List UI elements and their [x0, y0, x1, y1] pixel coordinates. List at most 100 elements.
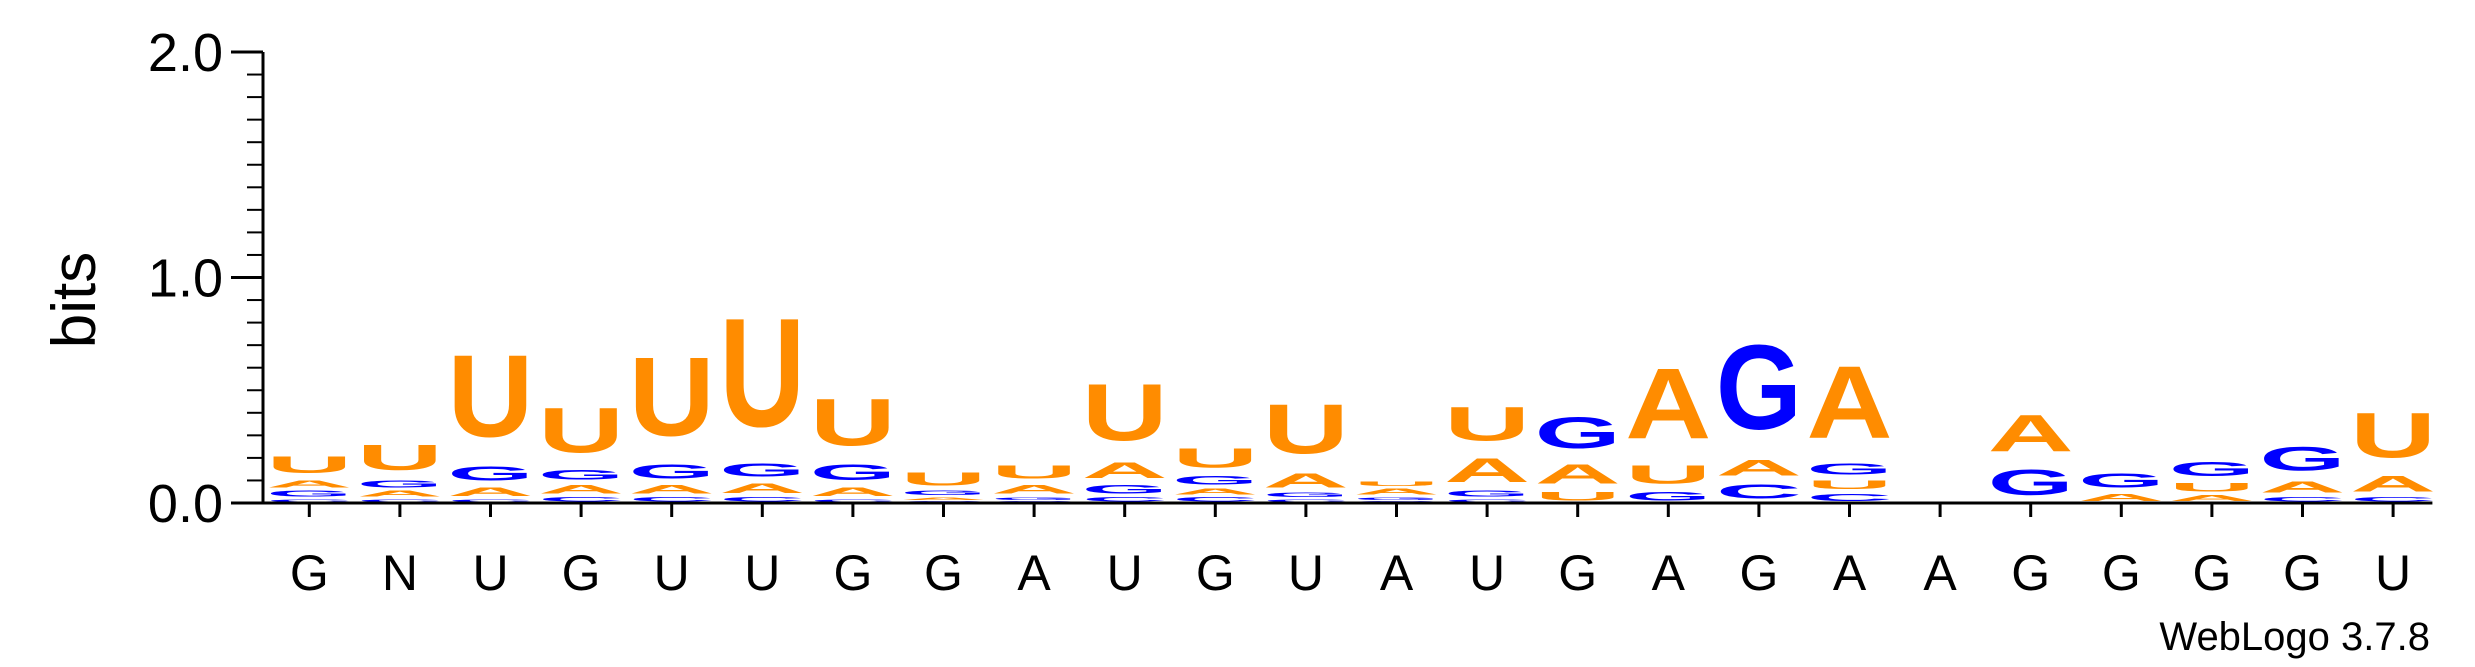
- x-tick-label: U: [2375, 545, 2411, 601]
- letter-stacks: CGAUCAGUCAGUCAGUCAGUCAGUCAGUCAGUCGAUCGAU…: [266, 287, 2436, 503]
- x-tick-label: G: [2192, 545, 2231, 601]
- logo-letter-C: C: [810, 498, 896, 502]
- logo-letter-U: U: [538, 395, 624, 467]
- logo-letter-U: U: [629, 333, 715, 459]
- logo-letter-A: A: [1716, 456, 1802, 481]
- x-tick-label: G: [290, 545, 329, 601]
- x-tick-label: G: [2283, 545, 2322, 601]
- logo-letter-G: G: [266, 489, 352, 498]
- logo-letter-G: G: [991, 496, 1077, 501]
- logo-letter-A: A: [447, 485, 533, 499]
- logo-letter-G: G: [1807, 460, 1893, 478]
- x-tick-label: G: [2102, 545, 2141, 601]
- logo-letter-A: A: [629, 483, 715, 497]
- logo-letter-G: G: [1354, 496, 1440, 501]
- logo-letter-A: A: [810, 485, 896, 499]
- logo-letter-G: G: [2260, 440, 2346, 478]
- logo-letter-G: G: [719, 460, 805, 480]
- logo-letter-U: U: [1082, 367, 1168, 457]
- x-tick-label: U: [654, 545, 690, 601]
- x-tick-label: U: [1469, 545, 1505, 601]
- logo-letter-A: A: [1444, 451, 1530, 489]
- x-tick-label: U: [472, 545, 508, 601]
- x-tick-label: N: [382, 545, 418, 601]
- logo-letter-C: C: [266, 498, 352, 502]
- logo-letter-G: G: [357, 478, 443, 489]
- logo-letter-A: A: [901, 496, 987, 500]
- logo-letter-A: A: [357, 489, 443, 498]
- logo-letter-C: C: [448, 498, 534, 502]
- y-tick-label: 0.0: [148, 474, 223, 534]
- y-tick-label: 1.0: [148, 249, 223, 309]
- logo-letter-A: A: [1354, 487, 1440, 496]
- logo-letter-A: A: [1988, 404, 2074, 462]
- logo-letter-A: A: [1263, 469, 1349, 491]
- logo-letter-G: G: [901, 489, 987, 496]
- logo-letter-C: C: [629, 496, 715, 503]
- logo-letter-C: C: [1716, 481, 1802, 503]
- logo-letter-G: G: [1172, 474, 1258, 488]
- x-tick-label: G: [1739, 545, 1778, 601]
- logo-letter-G: G: [2078, 469, 2164, 492]
- x-tick-label: U: [1288, 545, 1324, 601]
- logo-letter-U: U: [1535, 489, 1621, 503]
- x-tick-label: A: [1652, 545, 1686, 601]
- logo-letter-C: C: [1444, 498, 1530, 502]
- x-tick-label: G: [562, 545, 601, 601]
- logo-letter-A: A: [2169, 494, 2255, 503]
- logo-letter-G: G: [1444, 489, 1530, 498]
- logo-letter-C: C: [357, 498, 443, 502]
- logo-letter-U: U: [2169, 480, 2255, 494]
- x-tick-label: A: [1833, 545, 1867, 601]
- x-tick-label: G: [1196, 545, 1235, 601]
- logo-letter-G: G: [448, 462, 534, 485]
- logo-letter-U: U: [991, 463, 1077, 483]
- logo-letter-A: A: [1082, 458, 1168, 483]
- logo-letter-U: U: [1353, 480, 1439, 487]
- logo-letter-G: G: [629, 460, 715, 483]
- logo-letter-U: U: [901, 469, 987, 489]
- logo-letter-G: G: [1082, 483, 1168, 497]
- x-tick-label: A: [1017, 545, 1051, 601]
- logo-letter-A: A: [1625, 348, 1711, 460]
- logo-letter-G: G: [1716, 320, 1802, 456]
- logo-letter-C: C: [1263, 498, 1349, 502]
- logo-letter-A: A: [719, 480, 805, 496]
- logo-letter-C: C: [1172, 496, 1258, 503]
- y-axis-label: bits: [40, 252, 109, 348]
- logo-letter-C: C: [538, 496, 624, 503]
- x-tick-label: U: [744, 545, 780, 601]
- logo-letter-U: U: [1625, 460, 1711, 489]
- logo-letter-G: G: [2169, 458, 2255, 481]
- logo-letter-U: U: [1172, 442, 1258, 473]
- logo-letter-A: A: [991, 483, 1077, 497]
- logo-letter-U: U: [447, 331, 533, 462]
- logo-letter-G: G: [1263, 492, 1349, 499]
- logo-letter-G: G: [538, 467, 624, 483]
- logo-letter-A: A: [1172, 487, 1258, 496]
- logo-letter-G: G: [1535, 408, 1621, 457]
- x-tick-label: G: [1558, 545, 1597, 601]
- logo-letter-A: A: [1807, 344, 1893, 459]
- x-tick-label: U: [1107, 545, 1143, 601]
- x-tick-label: G: [924, 545, 963, 601]
- x-tick-label: G: [2011, 545, 2050, 601]
- logo-letter-A: A: [2350, 471, 2436, 496]
- logo-letter-U: U: [1806, 478, 1892, 492]
- logo-letter-U: U: [810, 386, 896, 460]
- logo-letter-C: C: [1806, 492, 1892, 503]
- logo-letter-U: U: [266, 451, 352, 478]
- logo-letter-U: U: [2350, 399, 2436, 471]
- logo-letter-U: U: [1263, 390, 1349, 469]
- logo-letter-C: C: [2259, 496, 2345, 503]
- logo-letter-A: A: [266, 478, 352, 489]
- logo-letter-G: G: [810, 460, 896, 485]
- logo-letter-C: C: [719, 496, 805, 503]
- logo-letter-U: U: [357, 437, 443, 478]
- logo-letter-C: C: [1082, 496, 1168, 503]
- y-tick-label: 2.0: [148, 23, 223, 83]
- logo-letter-U: U: [719, 287, 805, 460]
- axes: 0.01.02.0G N U G U U G G A U G U A U G A G A A G G G G U: [148, 23, 2433, 601]
- logo-letter-U: U: [1444, 397, 1530, 451]
